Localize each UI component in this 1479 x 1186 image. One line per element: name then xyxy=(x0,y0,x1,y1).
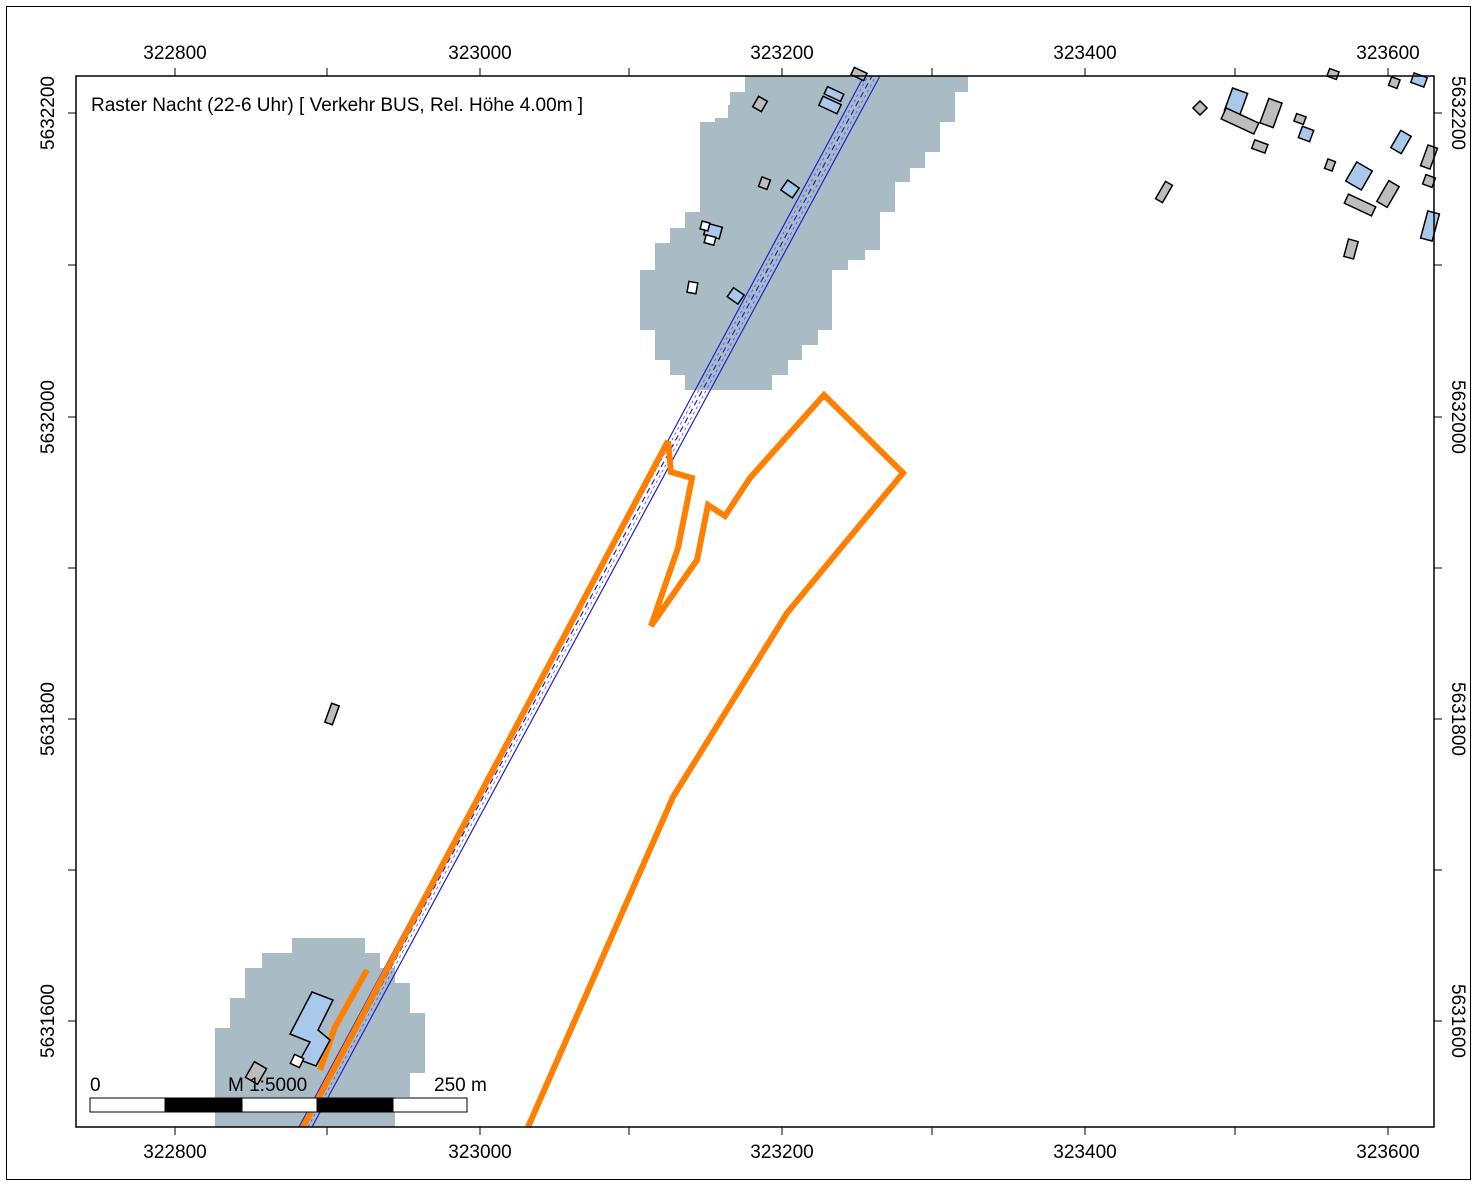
scale-end-label: 250 m xyxy=(434,1075,487,1096)
x-tick-label: 323600 xyxy=(1356,1142,1419,1163)
scale-segment xyxy=(164,1097,243,1113)
x-tick-label: 322800 xyxy=(143,43,206,64)
map-frame xyxy=(6,6,1471,1180)
building xyxy=(288,991,335,1067)
building xyxy=(1325,67,1341,81)
y-axis-left: 5632200 5632000 5631800 5631600 xyxy=(38,76,59,1058)
building xyxy=(1220,106,1260,136)
road-lane-right xyxy=(307,75,877,1128)
building xyxy=(1323,157,1337,173)
x-tick-label: 323000 xyxy=(448,1142,511,1163)
building xyxy=(823,85,845,103)
road-edge-right xyxy=(311,75,881,1128)
scale-segment xyxy=(392,1097,468,1113)
building xyxy=(1387,75,1402,90)
map-title: Raster Nacht (22-6 Uhr) [ Verkehr BUS, R… xyxy=(91,95,583,116)
y-tick-label: 5632000 xyxy=(1447,380,1468,454)
building xyxy=(1342,238,1360,260)
boundary-west-line xyxy=(300,439,671,1129)
noise-raster-north xyxy=(640,76,968,390)
buildings xyxy=(244,66,1441,1086)
building xyxy=(726,286,746,306)
building xyxy=(1419,210,1441,242)
planning-boundary xyxy=(300,390,908,1129)
building xyxy=(1344,160,1374,192)
scale-ratio-label: M 1:5000 xyxy=(228,1075,307,1096)
x-tick-label: 323600 xyxy=(1356,43,1419,64)
map-title-box: Raster Nacht (22-6 Uhr) [ Verkehr BUS, R… xyxy=(86,90,728,118)
building xyxy=(1419,143,1439,171)
x-axis-bottom: 322800 323000 323200 323400 323600 xyxy=(143,1142,1419,1163)
scale-segment xyxy=(241,1097,318,1113)
road-center xyxy=(304,75,873,1128)
y-tick-label: 5631600 xyxy=(1447,984,1468,1058)
building xyxy=(1297,125,1315,143)
building xyxy=(817,95,843,115)
building xyxy=(1292,112,1308,126)
noise-raster xyxy=(215,76,968,1127)
building xyxy=(289,1053,305,1069)
x-tick-label: 323200 xyxy=(750,43,813,64)
y-tick-label: 5632000 xyxy=(38,380,59,454)
y-tick-label: 5631800 xyxy=(1447,682,1468,756)
x-tick-label: 323200 xyxy=(750,1142,813,1163)
x-tick-label: 322800 xyxy=(143,1142,206,1163)
building xyxy=(1191,99,1209,117)
x-tick-label: 323400 xyxy=(1053,1142,1116,1163)
scale-start-label: 0 xyxy=(90,1075,101,1096)
y-tick-label: 5632200 xyxy=(1447,76,1468,150)
building xyxy=(1375,179,1401,209)
building xyxy=(779,179,801,199)
building xyxy=(1259,97,1283,129)
building xyxy=(1154,180,1174,204)
boundary-main xyxy=(525,390,908,1129)
x-tick-label: 323000 xyxy=(448,43,511,64)
y-tick-label: 5631600 xyxy=(38,984,59,1058)
scale-segment xyxy=(316,1097,394,1113)
building xyxy=(323,702,341,726)
y-axis-right: 5632200 5632000 5631800 5631600 xyxy=(1447,76,1468,1058)
y-tick-label: 5631800 xyxy=(38,682,59,756)
plot-area xyxy=(68,68,1442,1135)
building xyxy=(699,220,711,232)
building xyxy=(244,1060,268,1086)
building xyxy=(1389,129,1413,155)
tick-marks xyxy=(68,68,1442,1135)
building xyxy=(751,95,769,113)
x-tick-label: 323400 xyxy=(1053,43,1116,64)
y-tick-label: 5632200 xyxy=(38,76,59,150)
building xyxy=(1343,193,1377,217)
x-axis-top: 322800 323000 323200 323400 323600 xyxy=(143,43,1419,64)
scale-bar: 0 M 1:5000 250 m xyxy=(89,1075,487,1113)
building xyxy=(686,280,699,295)
building xyxy=(1409,71,1429,89)
building xyxy=(849,66,869,82)
building xyxy=(1250,138,1269,155)
title-background xyxy=(86,90,728,118)
plot-border xyxy=(75,75,1435,1128)
boundary-south-segment xyxy=(317,968,370,1071)
building xyxy=(703,233,717,247)
scale-segment xyxy=(89,1097,166,1113)
building xyxy=(757,175,772,191)
